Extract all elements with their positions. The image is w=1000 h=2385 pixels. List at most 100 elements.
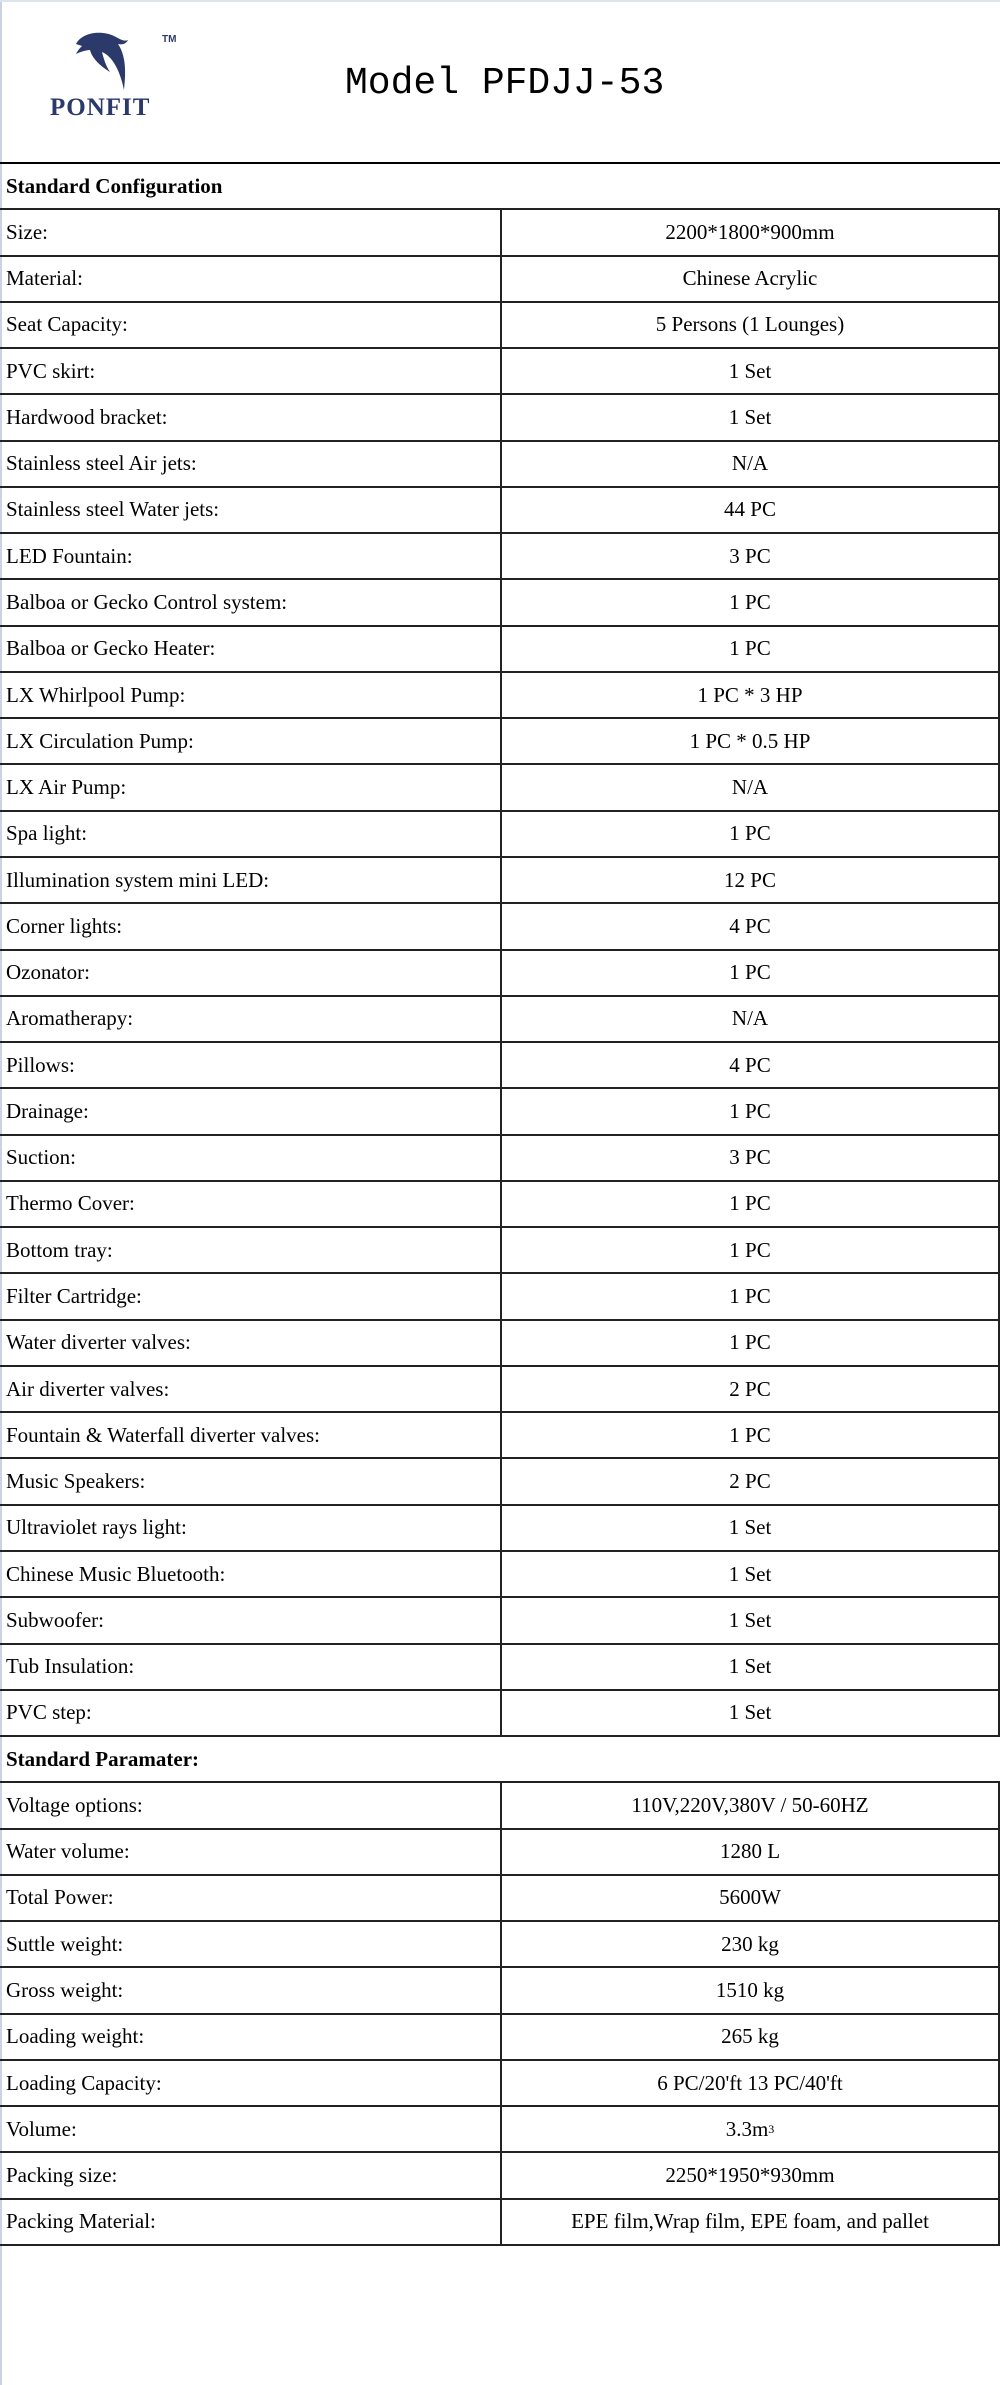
table-row: Size: 2200*1800*900mm: [0, 210, 1000, 257]
spec-label: Voltage options:: [0, 1783, 502, 1828]
dolphin-icon: [76, 32, 128, 90]
spec-table: Standard Configuration Size: 2200*1800*900…: [0, 164, 1000, 2246]
spec-value-cell: 4 PC: [502, 904, 1000, 949]
spec-value-cell: 1 PC * 0.5 HP: [502, 719, 1000, 764]
table-row: PVC step: 1 Set: [0, 1690, 1000, 1738]
table-row: Fountain & Waterfall diverter valves: 1 P…: [0, 1413, 1000, 1460]
spec-value: 110V,220V,380V / 50-60HZ: [631, 1792, 869, 1817]
spec-value: 1 Set: [728, 1654, 772, 1679]
page-title: Model PFDJJ-53: [345, 62, 665, 105]
spec-label: Music Speakers:: [0, 1459, 502, 1504]
spec-value-cell: 1 PC: [502, 1413, 1000, 1458]
table-row: Material: Chinese Acrylic: [0, 256, 1000, 303]
table-row: Total Power: 5600W: [0, 1875, 1000, 1923]
spec-label: LX Circulation Pump:: [0, 719, 502, 764]
spec-value: 1 Set: [728, 404, 772, 429]
spec-value-cell: 1 Set: [502, 349, 1000, 394]
spec-label: LX Whirlpool Pump:: [0, 672, 502, 718]
spec-value: 2200*1800*900mm: [665, 219, 835, 244]
spec-value-cell: N/A: [502, 765, 1000, 810]
table-row: Aromatherapy: N/A: [0, 996, 1000, 1044]
spec-value: Chinese Acrylic: [682, 266, 818, 291]
spec-value: 230 kg: [721, 1931, 779, 1956]
spec-value-cell: 1 PC: [502, 1228, 1000, 1273]
spec-label: Tub Insulation:: [0, 1644, 502, 1689]
table-row: LX Whirlpool Pump: 1 PC * 3 HP: [0, 672, 1000, 720]
table-row: Ozonator: 1 PC: [0, 950, 1000, 997]
spec-value: 1 PC: [729, 590, 771, 615]
spec-value-cell: 230 kg: [502, 1922, 1000, 1967]
spec-value: 1 PC: [729, 1098, 771, 1123]
spec-label: Illumination system mini LED:: [0, 857, 502, 903]
spec-value-cell: 1 Set: [502, 1551, 1000, 1597]
spec-value-cell: 2 PC: [502, 1459, 1000, 1504]
spec-value-cell: 1 PC: [502, 1089, 1000, 1134]
table-row: Water diverter valves: 1 PC: [0, 1320, 1000, 1367]
spec-value-cell: 1 Set: [502, 1644, 1000, 1689]
spec-value: 1 PC: [729, 1422, 771, 1447]
table-row: Illumination system mini LED: 12 PC: [0, 857, 1000, 905]
table-row: Subwoofer: 1 Set: [0, 1598, 1000, 1645]
table-row: Packing size: 2250*1950*930mm: [0, 2153, 1000, 2200]
table-row: Bottom tray: 1 PC: [0, 1228, 1000, 1275]
section-header: Standard Paramater:: [0, 1737, 1000, 1784]
spec-label: Chinese Music Bluetooth:: [0, 1551, 502, 1597]
spec-label: Subwoofer:: [0, 1598, 502, 1643]
ponfit-logo: TM PONFIT: [40, 30, 190, 130]
spec-value: 3 PC: [729, 1145, 771, 1170]
spec-label: Material:: [0, 256, 502, 301]
spec-label: Gross weight:: [0, 1968, 502, 2013]
table-row: Voltage options: 110V,220V,380V / 50-60HZ: [0, 1783, 1000, 1830]
spec-value: EPE film,Wrap film, EPE foam, and pallet: [571, 2209, 929, 2234]
spec-value-cell: 2250*1950*930mm: [502, 2153, 1000, 2198]
table-row: Stainless steel Air jets: N/A: [0, 441, 1000, 488]
spec-value-cell: 6 PC/20'ft 13 PC/40'ft: [502, 2060, 1000, 2106]
spec-label: Seat Capacity:: [0, 302, 502, 348]
table-row: Hardwood bracket: 1 Set: [0, 395, 1000, 442]
spec-label: PVC skirt:: [0, 349, 502, 394]
brand-name: PONFIT: [50, 94, 151, 121]
spec-label: Suction:: [0, 1135, 502, 1180]
spec-value-cell: 5 Persons (1 Lounges): [502, 302, 1000, 348]
spec-label: Packing size:: [0, 2153, 502, 2198]
table-row: Gross weight: 1510 kg: [0, 1968, 1000, 2015]
table-row: Stainless steel Water jets: 44 PC: [0, 487, 1000, 535]
spec-label: Suttle weight:: [0, 1922, 502, 1967]
spec-value: 1 PC: [729, 821, 771, 846]
section-header: Standard Configuration: [0, 164, 1000, 211]
table-row: Ultraviolet rays light: 1 Set: [0, 1505, 1000, 1552]
spec-value-cell: 265 kg: [502, 2014, 1000, 2059]
spec-label: Balboa or Gecko Control system:: [0, 580, 502, 625]
spec-value: 1510 kg: [715, 1977, 785, 2002]
spec-value: 1 PC: [729, 1284, 771, 1308]
spec-value-cell: 1 Set: [502, 395, 1000, 440]
spec-value-cell: 1 Set: [502, 1598, 1000, 1643]
table-row: Packing Material: EPE film,Wrap film, EPE…: [0, 2199, 1000, 2246]
spec-label: Drainage:: [0, 1089, 502, 1134]
spec-value-cell: 1 PC: [502, 1274, 1000, 1319]
table-row: Water volume: 1280 L: [0, 1829, 1000, 1876]
table-row: Suttle weight: 230 kg: [0, 1922, 1000, 1969]
table-row: Tub Insulation: 1 Set: [0, 1644, 1000, 1691]
table-row: Chinese Music Bluetooth: 1 Set: [0, 1551, 1000, 1599]
table-row: Loading Capacity: 6 PC/20'ft 13 PC/40'ft: [0, 2060, 1000, 2108]
spec-value-cell: 5600W: [502, 1875, 1000, 1921]
spec-label: Hardwood bracket:: [0, 395, 502, 440]
spec-value-cell: 3.3m 3: [502, 2107, 1000, 2152]
spec-value-cell: 110V,220V,380V / 50-60HZ: [502, 1783, 1000, 1828]
spec-label: Bottom tray:: [0, 1228, 502, 1273]
spec-label: Water diverter valves:: [0, 1320, 502, 1365]
spec-label: PVC step:: [0, 1690, 502, 1736]
spec-value-cell: 1 PC: [502, 580, 1000, 625]
spec-value: 1 Set: [728, 1700, 772, 1725]
spec-value: 1 PC * 3 HP: [697, 682, 803, 707]
spec-value: 1 Set: [728, 1515, 772, 1540]
spec-label: Stainless steel Water jets:: [0, 487, 502, 533]
spec-label: Total Power:: [0, 1875, 502, 1921]
spec-value: 1 Set: [728, 358, 772, 383]
spec-value: 3.3m: [725, 2116, 769, 2141]
spec-value-cell: 3 PC: [502, 1135, 1000, 1180]
spec-value: 1 PC: [729, 636, 771, 661]
spec-label: Size:: [0, 210, 502, 255]
